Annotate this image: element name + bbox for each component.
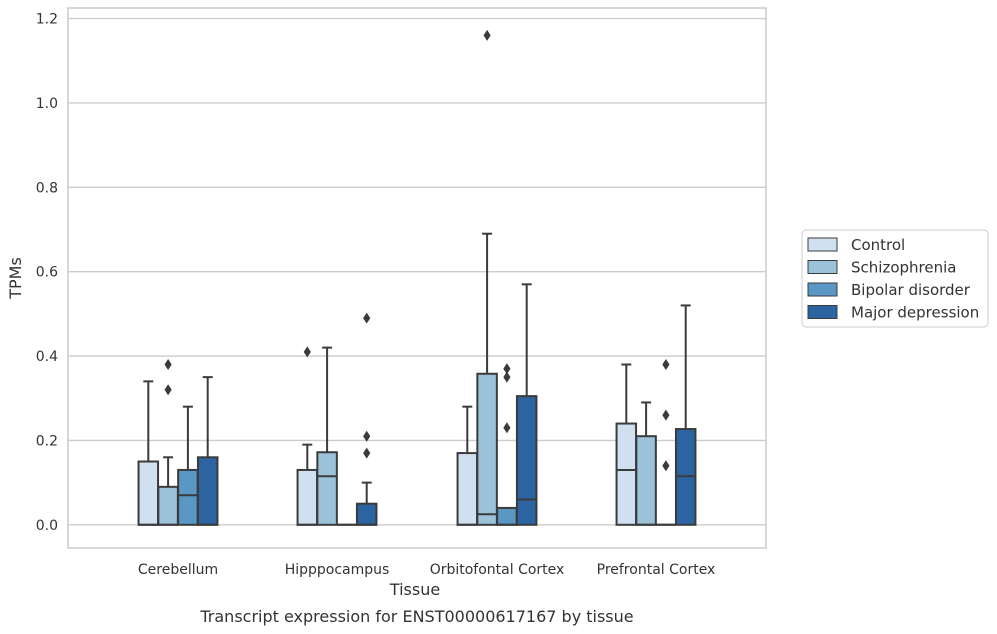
box-body <box>355 502 378 526</box>
series-control <box>137 346 638 526</box>
box-body <box>515 395 538 526</box>
box-body <box>296 468 319 526</box>
y-tick-label: 1.0 <box>36 96 58 112</box>
y-tick-label: 0.8 <box>36 180 58 196</box>
legend: Control Schizophrenia Bipolar disorder Majo… <box>801 229 989 328</box>
outlier-point <box>363 430 371 442</box>
box-body <box>476 372 498 526</box>
box-body <box>635 435 657 526</box>
series-major-depression <box>196 283 697 526</box>
box <box>137 380 160 526</box>
legend-swatch <box>807 237 838 252</box>
outlier-point <box>662 358 670 370</box>
box-body <box>615 422 638 526</box>
legend-label: Bipolar disorder <box>851 281 971 299</box>
outlier-point <box>363 312 371 324</box>
box <box>515 283 538 526</box>
box <box>476 29 498 526</box>
outlier-point <box>483 29 491 41</box>
box-body <box>177 468 199 526</box>
y-tick-label: 0.0 <box>36 518 58 534</box>
box-body <box>196 456 219 526</box>
box <box>316 346 338 526</box>
x-axis-ticks: Cerebellum Hipppocampus Orbitofontal Corte… <box>138 562 715 578</box>
box-body <box>157 485 179 526</box>
box-series <box>137 29 697 526</box>
legend-label: Control <box>851 236 905 254</box>
outlier-point <box>503 422 511 434</box>
outlier-point <box>164 384 172 396</box>
legend-item: Schizophrenia <box>807 259 956 277</box>
y-tick-label: 0.4 <box>36 349 58 365</box>
legend-swatch <box>807 305 838 319</box>
legend-item: Control <box>807 236 905 254</box>
outlier-point <box>303 346 311 358</box>
outlier-point <box>662 409 670 421</box>
legend-swatch <box>807 260 838 274</box>
box-body <box>316 451 338 526</box>
box <box>615 363 638 526</box>
series-schizophrenia <box>157 29 657 526</box>
box <box>674 304 697 526</box>
outlier-point <box>164 358 172 370</box>
series-bipolar-disorder <box>177 358 676 526</box>
outlier-point <box>662 460 670 472</box>
legend-item: Bipolar disorder <box>807 281 971 299</box>
y-tick-label: 0.2 <box>36 433 58 449</box>
legend-swatch <box>807 282 838 297</box>
x-axis-title: Tissue <box>389 580 440 599</box>
y-tick-label: 1.2 <box>36 12 58 28</box>
box <box>196 376 219 526</box>
x-tick-label: Orbitofontal Cortex <box>430 562 565 578</box>
chart-caption: Transcript expression for ENST0000061716… <box>199 607 633 626</box>
box <box>355 312 378 526</box>
box <box>496 363 518 526</box>
box <box>635 401 657 526</box>
box-body <box>137 460 160 526</box>
legend-label: Schizophrenia <box>851 259 956 277</box>
x-tick-label: Prefrontal Cortex <box>597 562 716 578</box>
legend-label: Major depression <box>851 304 979 322</box>
y-axis-title: TPMs <box>6 257 25 300</box>
legend-item: Major depression <box>807 304 979 322</box>
box-body <box>496 506 518 526</box>
plot-frame <box>67 7 767 549</box>
outlier-point <box>503 363 511 375</box>
y-axis-ticks: 0.0 0.2 0.4 0.6 0.8 1.0 1.2 <box>36 12 58 534</box>
box-body <box>456 452 479 526</box>
outlier-point <box>363 447 371 459</box>
legend-frame <box>801 229 989 328</box>
x-tick-label: Cerebellum <box>138 562 218 578</box>
outlier-point <box>503 371 511 383</box>
x-tick-label: Hipppocampus <box>285 562 390 578</box>
y-tick-label: 0.6 <box>36 265 58 281</box>
box <box>656 358 676 526</box>
